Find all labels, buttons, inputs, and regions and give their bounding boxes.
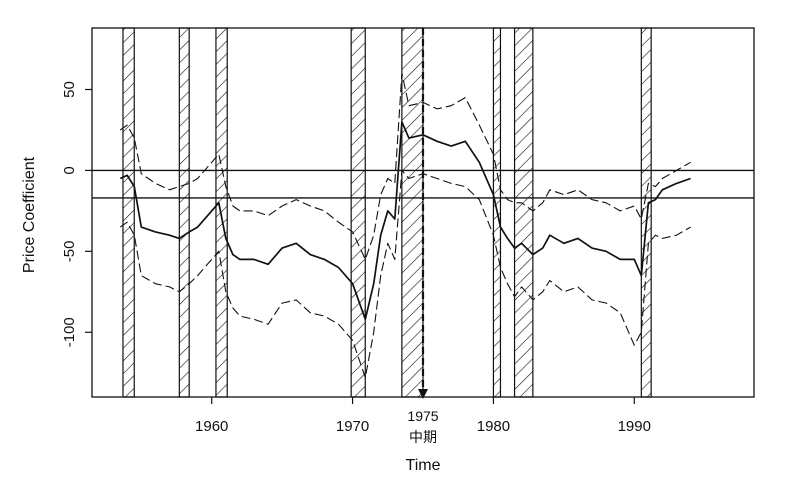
series-line-2 xyxy=(119,121,691,321)
x-axis-label: Time xyxy=(406,457,441,474)
series-lines xyxy=(119,72,691,379)
y-tick-label--100: -100 xyxy=(61,317,78,347)
x-tick-label-1990: 1990 xyxy=(618,418,651,435)
marker-label: 1975 xyxy=(407,408,438,424)
shaded-period-3 xyxy=(215,27,228,398)
x-tick-label-1970: 1970 xyxy=(336,418,369,435)
shaded-period-7 xyxy=(513,27,534,398)
series-line-3 xyxy=(119,169,691,379)
y-tick-label-50: 50 xyxy=(61,81,78,98)
shaded-period-4 xyxy=(350,27,366,398)
x-tick-label-1960: 1960 xyxy=(195,418,228,435)
y-tick-label-0: 0 xyxy=(61,166,78,174)
x-tick-label-1980: 1980 xyxy=(477,418,510,435)
y-axis-label: Price Coefficient xyxy=(21,156,38,273)
series-line-1 xyxy=(119,72,691,260)
shaded-period-1 xyxy=(122,27,135,398)
shaded-period-2 xyxy=(178,27,190,398)
year-marker: 1975 中期 xyxy=(407,28,439,445)
shaded-period-5 xyxy=(401,27,424,398)
y-tick-label--50: -50 xyxy=(61,240,78,262)
marker-sublabel: 中期 xyxy=(409,429,437,445)
marker-arrow xyxy=(418,389,428,399)
